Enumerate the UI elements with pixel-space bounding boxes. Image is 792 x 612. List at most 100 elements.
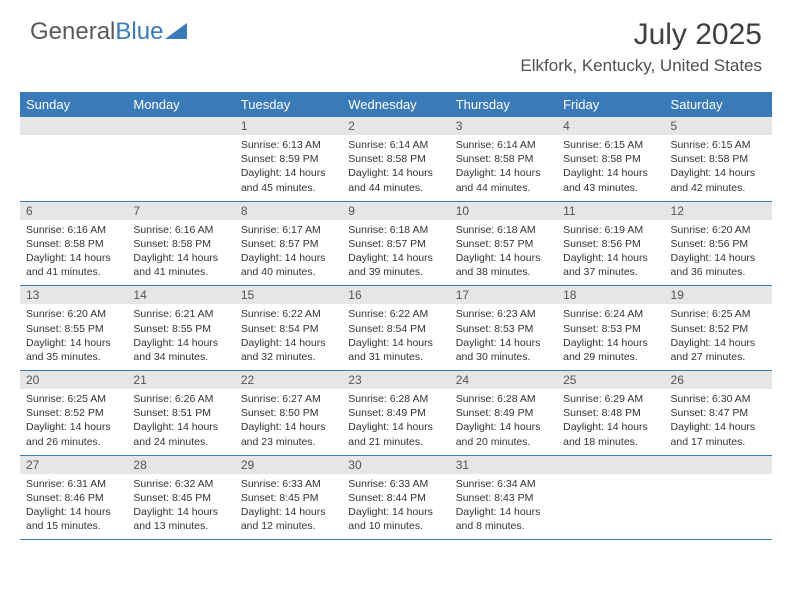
daylight-line: Daylight: 14 hours and 15 minutes. bbox=[26, 505, 121, 533]
sunset-line: Sunset: 8:58 PM bbox=[456, 152, 551, 166]
day-number: 8 bbox=[235, 202, 342, 220]
calendar-cell: 24Sunrise: 6:28 AMSunset: 8:49 PMDayligh… bbox=[450, 371, 557, 456]
day-number: 18 bbox=[557, 286, 664, 304]
daylight-line: Daylight: 14 hours and 8 minutes. bbox=[456, 505, 551, 533]
sunrise-line: Sunrise: 6:33 AM bbox=[241, 477, 336, 491]
calendar-cell bbox=[665, 455, 772, 540]
day-number: 26 bbox=[665, 371, 772, 389]
sunrise-line: Sunrise: 6:23 AM bbox=[456, 307, 551, 321]
sunset-line: Sunset: 8:57 PM bbox=[456, 237, 551, 251]
daylight-line: Daylight: 14 hours and 23 minutes. bbox=[241, 420, 336, 448]
day-number: 22 bbox=[235, 371, 342, 389]
calendar-cell: 16Sunrise: 6:22 AMSunset: 8:54 PMDayligh… bbox=[342, 286, 449, 371]
cell-body: Sunrise: 6:28 AMSunset: 8:49 PMDaylight:… bbox=[450, 389, 557, 455]
daylight-line: Daylight: 14 hours and 41 minutes. bbox=[133, 251, 228, 279]
cell-body: Sunrise: 6:34 AMSunset: 8:43 PMDaylight:… bbox=[450, 474, 557, 540]
day-number: 5 bbox=[665, 117, 772, 135]
calendar-cell: 25Sunrise: 6:29 AMSunset: 8:48 PMDayligh… bbox=[557, 371, 664, 456]
sunrise-line: Sunrise: 6:33 AM bbox=[348, 477, 443, 491]
sunset-line: Sunset: 8:53 PM bbox=[456, 322, 551, 336]
sunrise-line: Sunrise: 6:26 AM bbox=[133, 392, 228, 406]
day-number: 10 bbox=[450, 202, 557, 220]
sunrise-line: Sunrise: 6:20 AM bbox=[671, 223, 766, 237]
day-number: 17 bbox=[450, 286, 557, 304]
sunrise-line: Sunrise: 6:21 AM bbox=[133, 307, 228, 321]
cell-body: Sunrise: 6:22 AMSunset: 8:54 PMDaylight:… bbox=[235, 304, 342, 370]
cell-body: Sunrise: 6:18 AMSunset: 8:57 PMDaylight:… bbox=[450, 220, 557, 286]
cell-body: Sunrise: 6:29 AMSunset: 8:48 PMDaylight:… bbox=[557, 389, 664, 455]
cell-body: Sunrise: 6:30 AMSunset: 8:47 PMDaylight:… bbox=[665, 389, 772, 455]
sunset-line: Sunset: 8:58 PM bbox=[348, 152, 443, 166]
sunset-line: Sunset: 8:49 PM bbox=[456, 406, 551, 420]
sunrise-line: Sunrise: 6:16 AM bbox=[133, 223, 228, 237]
day-number-empty bbox=[20, 117, 127, 135]
day-header: Tuesday bbox=[235, 92, 342, 117]
daylight-line: Daylight: 14 hours and 40 minutes. bbox=[241, 251, 336, 279]
daylight-line: Daylight: 14 hours and 32 minutes. bbox=[241, 336, 336, 364]
sunrise-line: Sunrise: 6:31 AM bbox=[26, 477, 121, 491]
cell-body-empty bbox=[665, 474, 772, 532]
sunrise-line: Sunrise: 6:24 AM bbox=[563, 307, 658, 321]
day-number-empty bbox=[557, 456, 664, 474]
calendar-cell: 29Sunrise: 6:33 AMSunset: 8:45 PMDayligh… bbox=[235, 455, 342, 540]
day-header: Wednesday bbox=[342, 92, 449, 117]
day-number-empty bbox=[127, 117, 234, 135]
daylight-line: Daylight: 14 hours and 29 minutes. bbox=[563, 336, 658, 364]
calendar-week: 20Sunrise: 6:25 AMSunset: 8:52 PMDayligh… bbox=[20, 371, 772, 456]
sunset-line: Sunset: 8:45 PM bbox=[241, 491, 336, 505]
calendar-cell: 19Sunrise: 6:25 AMSunset: 8:52 PMDayligh… bbox=[665, 286, 772, 371]
sunrise-line: Sunrise: 6:20 AM bbox=[26, 307, 121, 321]
calendar-cell: 14Sunrise: 6:21 AMSunset: 8:55 PMDayligh… bbox=[127, 286, 234, 371]
sunset-line: Sunset: 8:49 PM bbox=[348, 406, 443, 420]
day-number: 7 bbox=[127, 202, 234, 220]
day-header: Friday bbox=[557, 92, 664, 117]
calendar-week: 13Sunrise: 6:20 AMSunset: 8:55 PMDayligh… bbox=[20, 286, 772, 371]
day-number: 11 bbox=[557, 202, 664, 220]
calendar-cell: 28Sunrise: 6:32 AMSunset: 8:45 PMDayligh… bbox=[127, 455, 234, 540]
daylight-line: Daylight: 14 hours and 36 minutes. bbox=[671, 251, 766, 279]
cell-body-empty bbox=[127, 135, 234, 193]
daylight-line: Daylight: 14 hours and 13 minutes. bbox=[133, 505, 228, 533]
sunset-line: Sunset: 8:52 PM bbox=[26, 406, 121, 420]
cell-body: Sunrise: 6:24 AMSunset: 8:53 PMDaylight:… bbox=[557, 304, 664, 370]
sunrise-line: Sunrise: 6:25 AM bbox=[671, 307, 766, 321]
day-number: 9 bbox=[342, 202, 449, 220]
day-header: Saturday bbox=[665, 92, 772, 117]
sunrise-line: Sunrise: 6:18 AM bbox=[456, 223, 551, 237]
sunset-line: Sunset: 8:51 PM bbox=[133, 406, 228, 420]
cell-body: Sunrise: 6:23 AMSunset: 8:53 PMDaylight:… bbox=[450, 304, 557, 370]
daylight-line: Daylight: 14 hours and 39 minutes. bbox=[348, 251, 443, 279]
cell-body: Sunrise: 6:28 AMSunset: 8:49 PMDaylight:… bbox=[342, 389, 449, 455]
sunset-line: Sunset: 8:45 PM bbox=[133, 491, 228, 505]
sunset-line: Sunset: 8:50 PM bbox=[241, 406, 336, 420]
cell-body: Sunrise: 6:16 AMSunset: 8:58 PMDaylight:… bbox=[20, 220, 127, 286]
calendar-cell: 20Sunrise: 6:25 AMSunset: 8:52 PMDayligh… bbox=[20, 371, 127, 456]
sunrise-line: Sunrise: 6:22 AM bbox=[241, 307, 336, 321]
location: Elkfork, Kentucky, United States bbox=[520, 56, 762, 76]
cell-body: Sunrise: 6:19 AMSunset: 8:56 PMDaylight:… bbox=[557, 220, 664, 286]
cell-body: Sunrise: 6:14 AMSunset: 8:58 PMDaylight:… bbox=[450, 135, 557, 201]
cell-body: Sunrise: 6:25 AMSunset: 8:52 PMDaylight:… bbox=[20, 389, 127, 455]
cell-body: Sunrise: 6:20 AMSunset: 8:56 PMDaylight:… bbox=[665, 220, 772, 286]
cell-body: Sunrise: 6:18 AMSunset: 8:57 PMDaylight:… bbox=[342, 220, 449, 286]
sunset-line: Sunset: 8:56 PM bbox=[563, 237, 658, 251]
daylight-line: Daylight: 14 hours and 24 minutes. bbox=[133, 420, 228, 448]
daylight-line: Daylight: 14 hours and 12 minutes. bbox=[241, 505, 336, 533]
day-number: 20 bbox=[20, 371, 127, 389]
day-number: 6 bbox=[20, 202, 127, 220]
day-number: 24 bbox=[450, 371, 557, 389]
calendar-cell: 18Sunrise: 6:24 AMSunset: 8:53 PMDayligh… bbox=[557, 286, 664, 371]
sunset-line: Sunset: 8:46 PM bbox=[26, 491, 121, 505]
daylight-line: Daylight: 14 hours and 44 minutes. bbox=[456, 166, 551, 194]
sunset-line: Sunset: 8:53 PM bbox=[563, 322, 658, 336]
calendar-cell: 3Sunrise: 6:14 AMSunset: 8:58 PMDaylight… bbox=[450, 117, 557, 201]
day-number: 14 bbox=[127, 286, 234, 304]
sunset-line: Sunset: 8:44 PM bbox=[348, 491, 443, 505]
day-number: 31 bbox=[450, 456, 557, 474]
calendar-cell: 1Sunrise: 6:13 AMSunset: 8:59 PMDaylight… bbox=[235, 117, 342, 201]
calendar-cell: 15Sunrise: 6:22 AMSunset: 8:54 PMDayligh… bbox=[235, 286, 342, 371]
cell-body: Sunrise: 6:16 AMSunset: 8:58 PMDaylight:… bbox=[127, 220, 234, 286]
logo: GeneralBlue bbox=[30, 18, 187, 46]
calendar-cell: 17Sunrise: 6:23 AMSunset: 8:53 PMDayligh… bbox=[450, 286, 557, 371]
sunset-line: Sunset: 8:59 PM bbox=[241, 152, 336, 166]
